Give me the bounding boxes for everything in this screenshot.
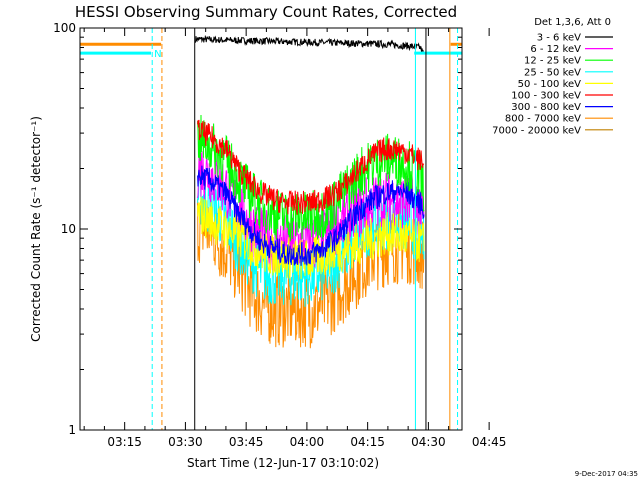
y-tick-label: 10	[61, 222, 76, 236]
legend-label: 25 - 50 keV	[524, 67, 581, 78]
series-300-800-kev	[197, 165, 425, 266]
y-axis-label: Corrected Count Rate (s⁻¹ detector⁻¹)	[29, 116, 43, 342]
flag-marker-n: N	[154, 49, 161, 60]
tick-layer: 1 10 100 03:15 03:30 03:45 04:00 04:15 04:30 04:4…	[53, 21, 506, 449]
x-tick-label: 03:15	[107, 435, 142, 449]
x-tick-label: 03:45	[229, 435, 264, 449]
legend-label: 800 - 7000 keV	[505, 114, 581, 125]
series-100-300-kev	[197, 119, 425, 215]
series-6-12-kev	[197, 151, 425, 272]
series-3-6-kev	[195, 34, 425, 55]
legend-label: 3 - 6 keV	[537, 33, 581, 44]
y-tick-label: 1	[68, 423, 76, 437]
legend-label: 50 - 100 keV	[518, 79, 582, 90]
series-25-50-kev	[197, 166, 425, 307]
x-tick-label: 04:15	[350, 435, 385, 449]
series-50-100-kev	[197, 196, 425, 280]
y-tick-label: 100	[53, 21, 76, 35]
x-tick-label: 03:30	[168, 435, 203, 449]
legend-label: 100 - 300 keV	[511, 91, 581, 102]
legend-label: 300 - 800 keV	[511, 102, 581, 113]
legend-header: Det 1,3,6, Att 0	[534, 17, 611, 28]
x-tick-label: 04:30	[411, 435, 446, 449]
x-tick-label: 04:00	[290, 435, 325, 449]
series-800-7000-kev	[197, 195, 425, 349]
chart-title: HESSI Observing Summary Count Rates, Cor…	[75, 3, 457, 21]
footer-timestamp: 9-Dec-2017 04:35	[575, 470, 638, 478]
legend-label: 12 - 25 keV	[524, 56, 581, 67]
legend-label: 6 - 12 keV	[530, 44, 581, 55]
legend-label: 7000 - 20000 keV	[492, 125, 581, 136]
x-axis-label: Start Time (12-Jun-17 03:10:02)	[187, 456, 379, 470]
x-tick-label: 04:45	[472, 435, 507, 449]
series-layer	[195, 34, 425, 349]
